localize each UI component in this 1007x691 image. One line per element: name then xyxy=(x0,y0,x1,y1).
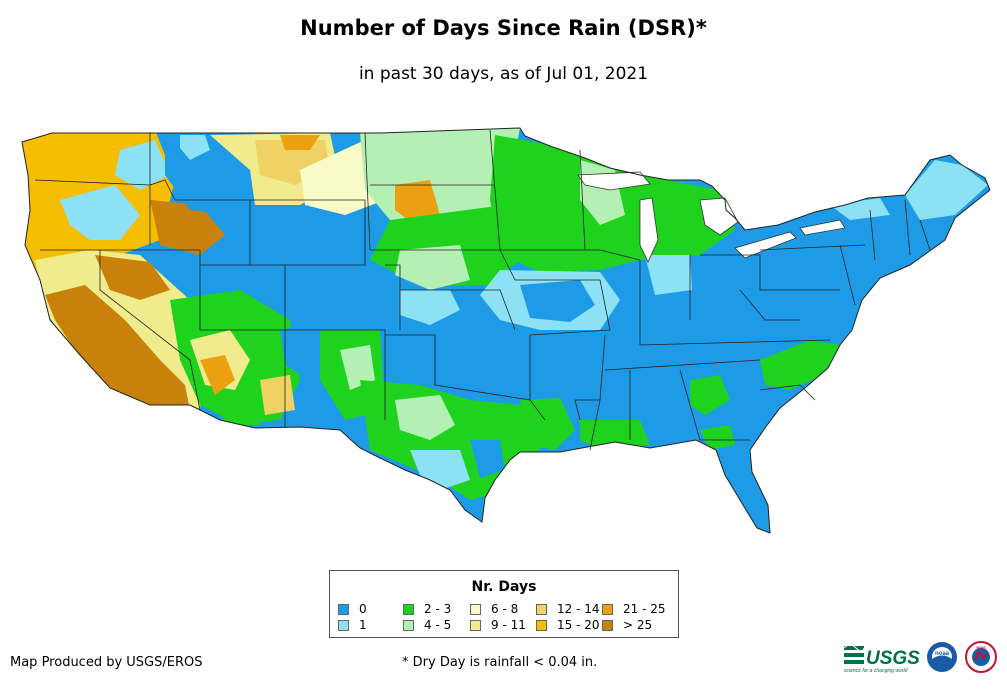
legend-label: 12 - 14 xyxy=(557,602,600,616)
legend-label: > 25 xyxy=(623,618,653,632)
lake-michigan xyxy=(639,197,659,263)
legend-item-4: 6 - 8 xyxy=(470,602,518,616)
legend: Nr. Days 0 1 2 - 3 4 - 5 6 - 8 9 - 11 12… xyxy=(329,570,679,638)
legend-swatch xyxy=(536,603,547,615)
map-title: Number of Days Since Rain (DSR)* xyxy=(300,16,707,40)
legend-swatch xyxy=(470,603,481,615)
usgs-logo: USGS science for a changing world xyxy=(843,644,920,674)
legend-item-3: 4 - 5 xyxy=(403,618,451,632)
legend-item-5: 9 - 11 xyxy=(470,618,526,632)
noaa-wordmark: noaa xyxy=(935,651,950,657)
dsr-map xyxy=(21,127,991,534)
legend-item-8: 21 - 25 xyxy=(602,602,666,616)
legend-swatch xyxy=(403,619,414,631)
legend-label: 9 - 11 xyxy=(491,618,526,632)
legend-label: 6 - 8 xyxy=(491,602,519,616)
lake-ontario xyxy=(799,219,846,236)
legend-label: 0 xyxy=(359,602,367,616)
legend-label: 1 xyxy=(359,618,367,632)
legend-item-1: 1 xyxy=(338,618,367,632)
nws-logo: NWS xyxy=(965,641,997,673)
dry-day-footnote: * Dry Day is rainfall < 0.04 in. xyxy=(402,655,598,670)
us-outline xyxy=(21,127,991,534)
legend-swatch xyxy=(338,603,349,615)
agency-logos: USGS science for a changing world noaa N… xyxy=(843,641,997,674)
legend-item-9: > 25 xyxy=(602,618,652,632)
usgs-tagline: science for a changing world xyxy=(844,668,908,674)
legend-swatch xyxy=(470,619,481,631)
legend-swatch xyxy=(338,619,349,631)
noaa-logo: noaa xyxy=(927,642,957,672)
legend-item-7: 15 - 20 xyxy=(536,618,600,632)
great-lakes xyxy=(577,171,846,263)
usgs-wordmark: USGS xyxy=(866,648,920,669)
legend-swatch xyxy=(602,603,613,615)
legend-label: 2 - 3 xyxy=(424,602,452,616)
legend-label: 21 - 25 xyxy=(623,602,666,616)
map-credit: Map Produced by USGS/EROS xyxy=(10,655,203,670)
legend-label: 4 - 5 xyxy=(424,618,452,632)
state-borders xyxy=(34,129,931,451)
map-subtitle: in past 30 days, as of Jul 01, 2021 xyxy=(358,64,649,84)
legend-swatch xyxy=(403,603,414,615)
legend-swatch xyxy=(602,619,613,631)
lake-huron xyxy=(699,197,739,236)
legend-item-0: 0 xyxy=(338,602,367,616)
nws-wordmark: NWS xyxy=(976,645,986,650)
legend-title: Nr. Days xyxy=(471,579,537,595)
legend-swatch xyxy=(536,619,547,631)
legend-item-6: 12 - 14 xyxy=(536,602,600,616)
legend-label: 15 - 20 xyxy=(557,618,600,632)
legend-item-2: 2 - 3 xyxy=(403,602,451,616)
